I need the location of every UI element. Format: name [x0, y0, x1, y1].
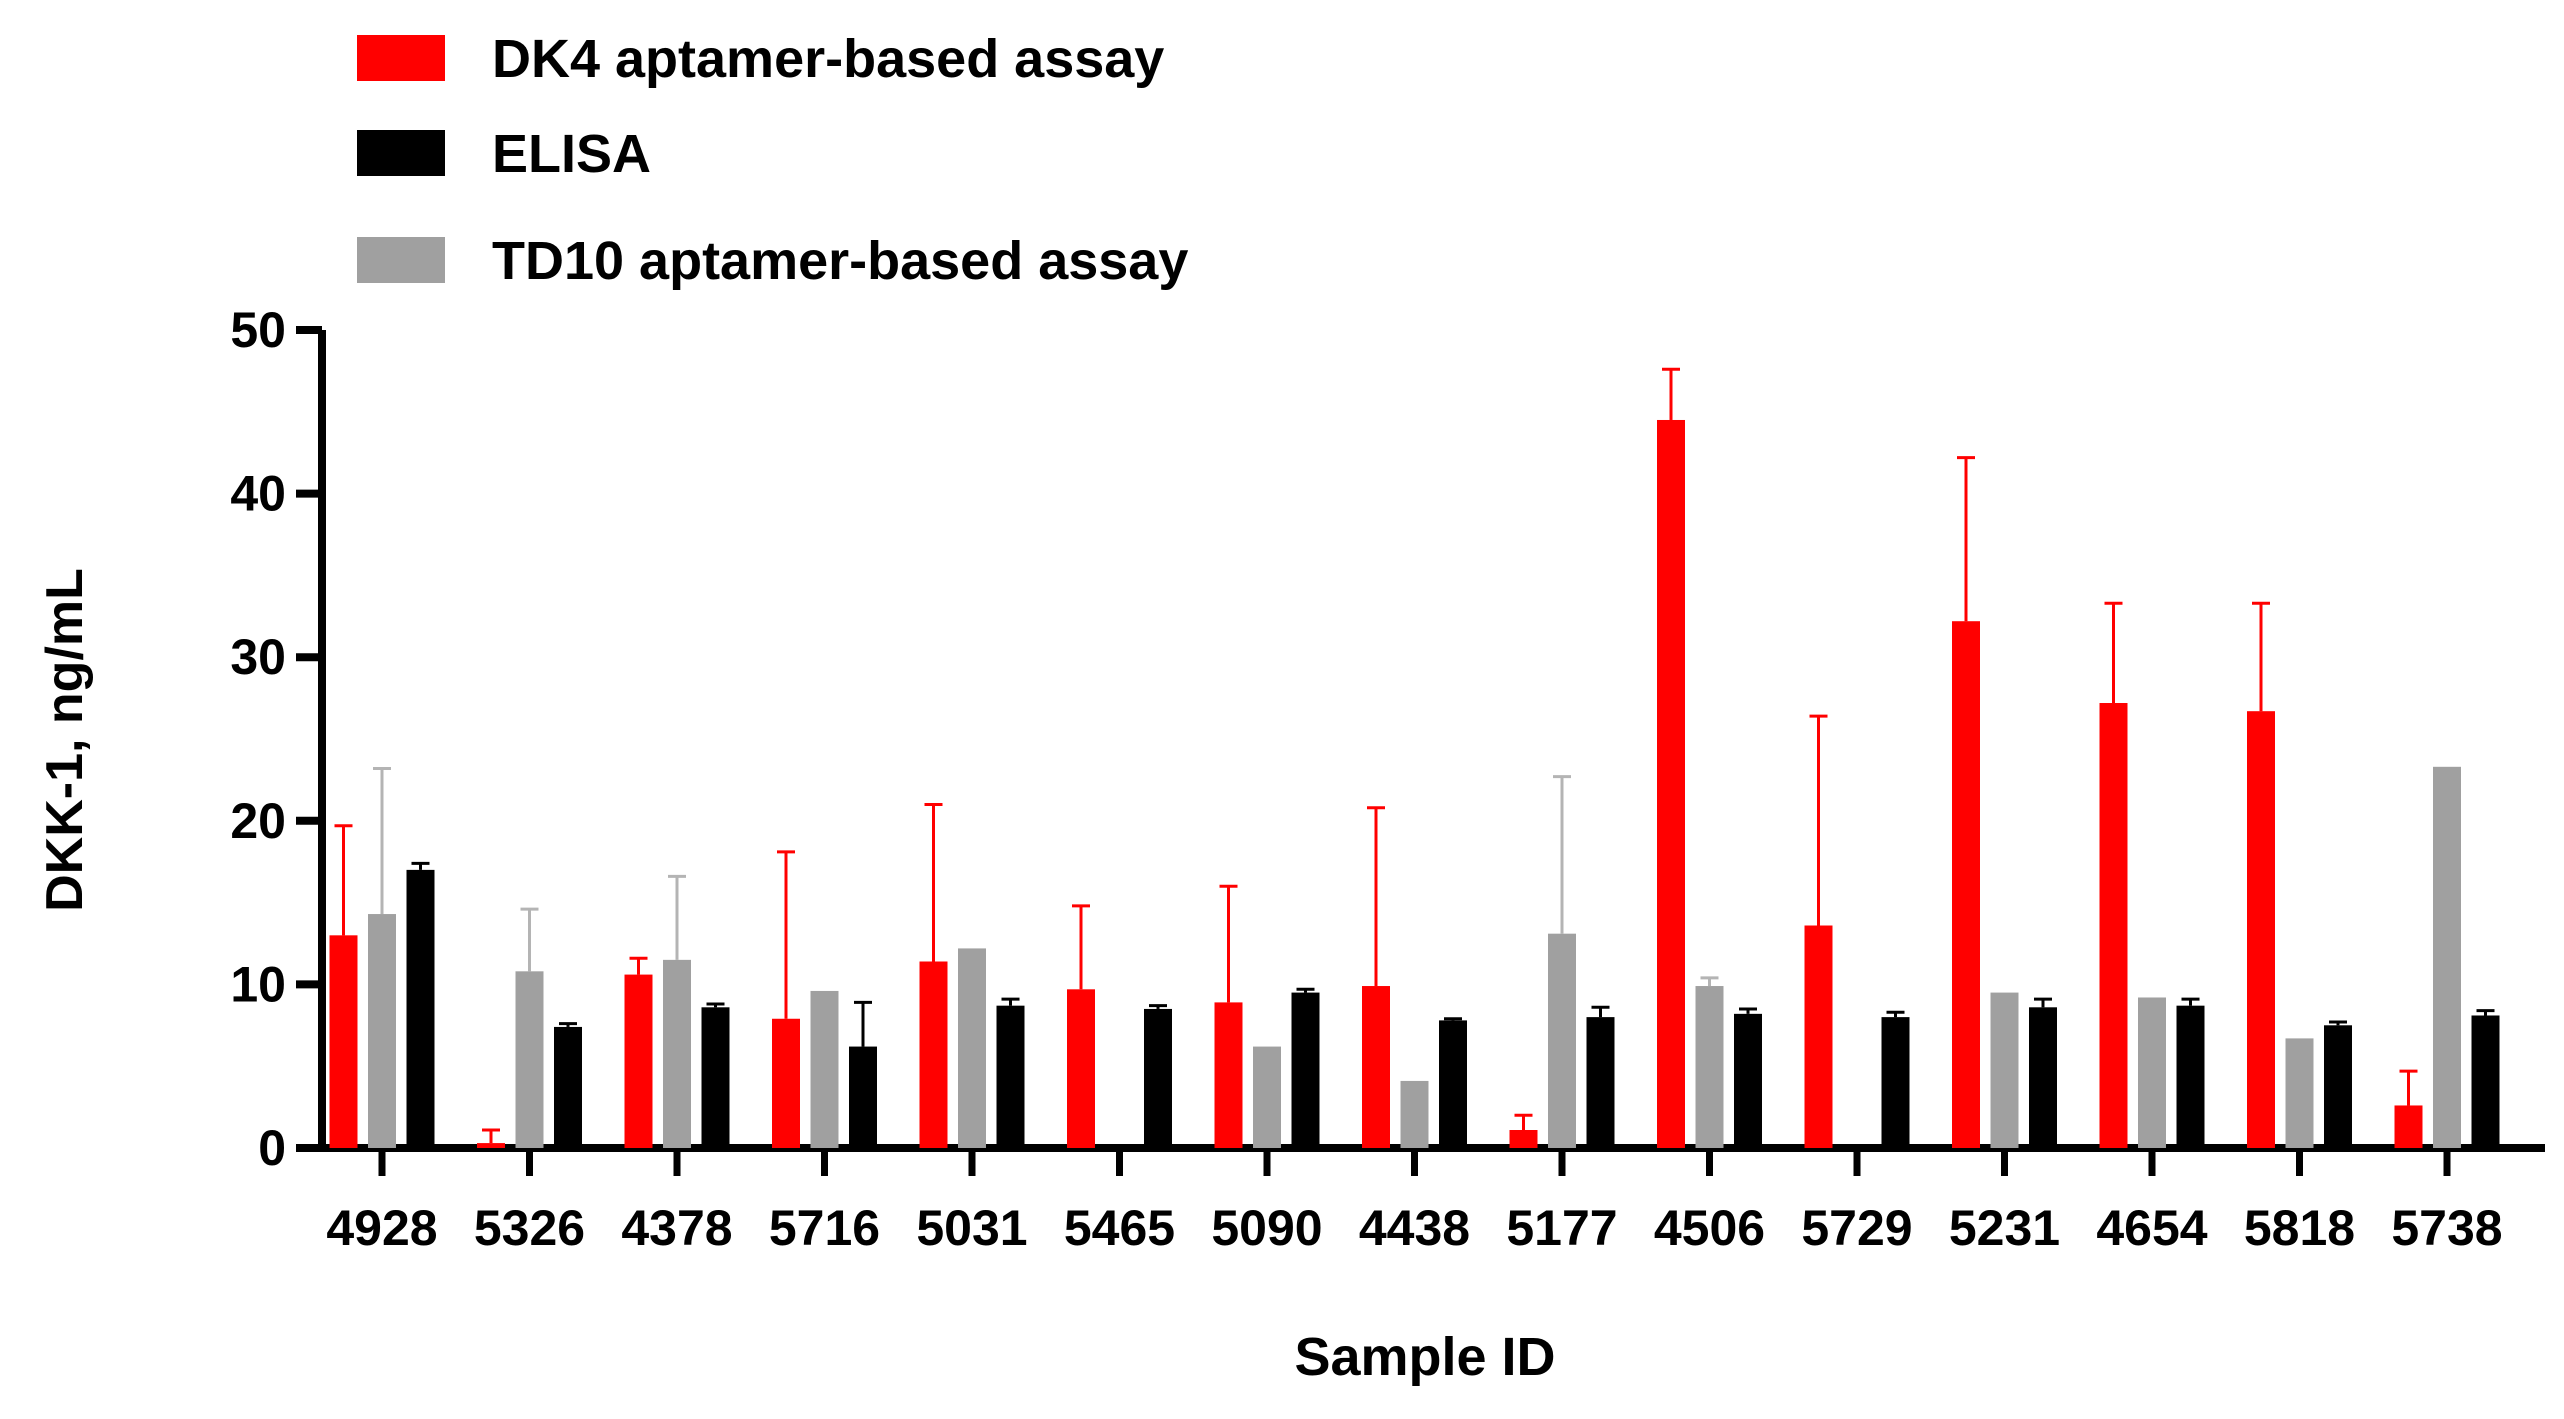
- bar: [1362, 986, 1390, 1148]
- x-tick-label: 5716: [769, 1200, 880, 1256]
- x-tick-label: 5738: [2391, 1200, 2502, 1256]
- bar: [2285, 1038, 2314, 1148]
- y-ticks: 0 10 20 30 40 50: [230, 302, 322, 1176]
- x-tick-label: 5465: [1064, 1200, 1175, 1256]
- bar: [1695, 986, 1724, 1148]
- bar: [1804, 925, 1833, 1148]
- legend-swatch: [357, 237, 445, 283]
- legend-swatch: [357, 130, 445, 176]
- x-tick-label: 4378: [621, 1200, 732, 1256]
- x-tick-label: 4438: [1359, 1200, 1470, 1256]
- bar: [1400, 1080, 1429, 1148]
- bar: [477, 1143, 505, 1148]
- bar: [1657, 419, 1685, 1149]
- bar: [2029, 1007, 2057, 1148]
- x-tick-label: 5326: [474, 1200, 585, 1256]
- bar: [1881, 1017, 1910, 1148]
- bar: [1214, 1002, 1243, 1148]
- bar: [1067, 989, 1095, 1148]
- y-tick-label: 0: [258, 1120, 286, 1176]
- legend-label: ELISA: [492, 124, 651, 184]
- bar: [1509, 1130, 1538, 1148]
- bar: [958, 948, 986, 1148]
- y-tick-label: 20: [230, 793, 286, 849]
- bar: [329, 935, 358, 1148]
- x-tick-label: 4654: [2096, 1200, 2207, 1256]
- bar: [1952, 621, 1980, 1148]
- bar: [406, 869, 435, 1148]
- bar: [1144, 1008, 1172, 1148]
- bar: [701, 1007, 730, 1148]
- bar: [2138, 997, 2166, 1148]
- y-tick-label: 50: [230, 302, 286, 358]
- y-tick-label: 10: [230, 956, 286, 1012]
- bar: [1439, 1020, 1467, 1148]
- chart-legend: DK4 aptamer-based assay ELISA TD10 aptamer…: [357, 29, 1188, 291]
- bar: [2247, 711, 2275, 1148]
- bar: [554, 1026, 582, 1148]
- bar: [2433, 766, 2461, 1148]
- bar: [2471, 1015, 2500, 1148]
- bar: [515, 971, 544, 1148]
- y-tick-label: 30: [230, 629, 286, 685]
- bar: [663, 959, 691, 1148]
- y-tick-label: 40: [230, 466, 286, 522]
- bar: [996, 1005, 1025, 1148]
- bar: [1548, 933, 1576, 1148]
- legend-swatch: [357, 35, 445, 81]
- x-tick-label: 5177: [1506, 1200, 1617, 1256]
- x-tick-label: 5090: [1211, 1200, 1322, 1256]
- x-tick-label: 4928: [326, 1200, 437, 1256]
- x-ticks: 4928 5326 4378 5716 5031 5465 5090 4438 5177 4506…: [326, 1148, 2503, 1256]
- bar: [1990, 992, 2019, 1148]
- bar: [1586, 1017, 1615, 1148]
- legend-label: TD10 aptamer-based assay: [492, 231, 1188, 291]
- bars: [329, 367, 2500, 1149]
- bar: [2176, 1005, 2205, 1148]
- bar: [368, 914, 396, 1148]
- bar: [1734, 1013, 1762, 1148]
- bar: [919, 961, 948, 1148]
- bar: [2099, 703, 2128, 1148]
- bar: [849, 1046, 877, 1148]
- bar: [1253, 1046, 1281, 1148]
- bar: [810, 990, 839, 1148]
- x-tick-label: 5729: [1801, 1200, 1912, 1256]
- y-axis-label: DKK-1, ng/mL: [36, 568, 94, 912]
- x-tick-label: 5818: [2244, 1200, 2355, 1256]
- bar: [1291, 992, 1320, 1148]
- legend-label: DK4 aptamer-based assay: [492, 29, 1164, 89]
- x-tick-label: 5031: [916, 1200, 1027, 1256]
- bar: [2394, 1105, 2423, 1148]
- x-tick-label: 4506: [1654, 1200, 1765, 1256]
- bar: [2324, 1025, 2352, 1148]
- bar: [624, 974, 653, 1148]
- bar: [772, 1018, 800, 1148]
- x-tick-label: 5231: [1949, 1200, 2060, 1256]
- x-axis-label: Sample ID: [1294, 1327, 1555, 1387]
